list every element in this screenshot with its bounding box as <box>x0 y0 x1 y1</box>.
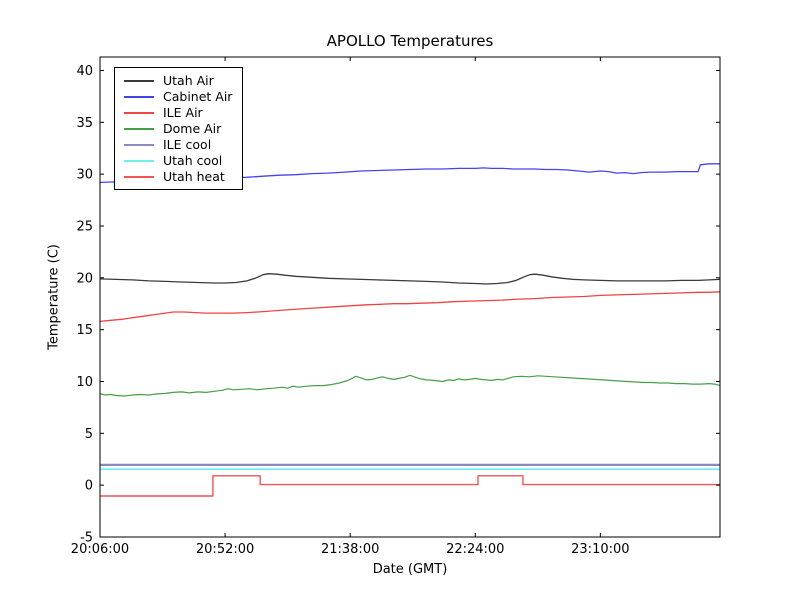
legend-label: Utah cool <box>163 153 223 168</box>
legend-label: Cabinet Air <box>163 89 233 104</box>
legend-entry-dome-air: Dome Air <box>124 121 232 137</box>
series-line-ile-air <box>100 291 720 323</box>
x-tick-label: 20:52:00 <box>196 542 254 557</box>
legend-label: Dome Air <box>163 121 222 136</box>
legend: Utah Air Cabinet Air ILE Air Dome Air ILE co… <box>114 67 244 190</box>
y-tick-label: 40 <box>76 64 93 79</box>
y-tick-label: 15 <box>76 323 93 338</box>
y-tick-label: 30 <box>76 168 93 183</box>
legend-line-sample <box>124 80 154 82</box>
legend-label: Utah Air <box>163 73 214 88</box>
x-tick-label: 20:06:00 <box>71 542 129 557</box>
legend-label: ILE Air <box>163 105 203 120</box>
x-tick-label: 22:24:00 <box>446 542 504 557</box>
plot-border <box>99 56 721 538</box>
y-tick-label: 20 <box>76 271 93 286</box>
x-axis-label: Date (GMT) <box>372 562 448 577</box>
legend-line-sample <box>124 176 154 178</box>
legend-line-sample <box>124 96 154 98</box>
y-tick-label: 0 <box>85 479 93 494</box>
legend-line-sample <box>124 112 154 114</box>
y-tick-label: 10 <box>76 375 93 390</box>
x-tick-label: 21:38:00 <box>321 542 379 557</box>
y-tick-label: 35 <box>76 116 93 131</box>
legend-line-sample <box>124 128 154 130</box>
legend-label: Utah heat <box>163 169 225 184</box>
y-axis-label: Temperature (C) <box>46 244 62 350</box>
series-line-dome-air <box>100 374 720 397</box>
legend-entry-utah-cool: Utah cool <box>124 153 232 169</box>
chart-title: APOLLO Temperatures <box>326 32 494 50</box>
legend-entry-ile-air: ILE Air <box>124 105 232 121</box>
legend-entry-cabinet-air: Cabinet Air <box>124 89 232 105</box>
y-tick-label: -5 <box>80 531 93 546</box>
legend-line-sample <box>124 160 154 162</box>
legend-entry-ile-cool: ILE cool <box>124 137 232 153</box>
x-tick-label: 23:10:00 <box>571 542 629 557</box>
legend-line-sample <box>124 144 154 146</box>
series-line-utah-heat <box>100 475 720 497</box>
legend-entry-utah-air: Utah Air <box>124 73 232 89</box>
y-tick-label: 25 <box>76 219 93 234</box>
legend-entry-utah-heat: Utah heat <box>124 169 232 185</box>
y-tick-label: 5 <box>85 427 93 442</box>
legend-label: ILE cool <box>163 137 212 152</box>
series-line-utah-air <box>100 273 720 285</box>
